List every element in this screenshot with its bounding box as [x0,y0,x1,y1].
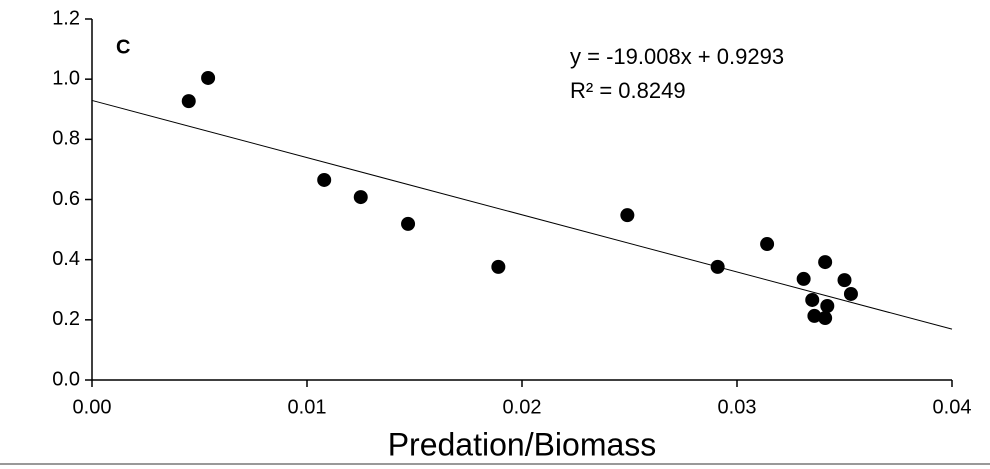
panel-label: C [116,36,130,58]
point [818,255,833,270]
y-tick-label: 0.6 [52,188,80,210]
point [837,273,852,288]
point [807,308,822,323]
y-tick-label: 1.0 [52,67,80,89]
point [401,216,416,231]
point [353,190,368,205]
x-tick-label: 0.02 [503,396,542,418]
point [201,70,216,85]
y-tick-label: 1.2 [52,7,80,29]
point [820,298,835,313]
y-tick-label: 0.2 [52,308,80,330]
point [710,259,725,274]
y-tick-label: 0.8 [52,128,80,150]
point [760,237,775,252]
point [843,286,858,301]
point [805,292,820,307]
point [620,208,635,223]
y-tick-label: 0.4 [52,248,80,270]
x-tick-label: 0.04 [933,396,972,418]
x-axis-label: Predation/Biomass [388,426,657,462]
x-tick-label: 0.00 [73,396,112,418]
point [317,172,332,187]
x-tick-label: 0.01 [288,396,327,418]
point [491,259,506,274]
trend-line [91,99,953,330]
x-tick-label: 0.03 [718,396,757,418]
point [796,271,811,286]
y-tick-label: 0.0 [52,368,80,390]
point [818,311,833,326]
point [181,94,196,109]
trend-equation: y = -19.008x + 0.9293 [570,44,784,69]
r-squared: R² = 0.8249 [570,78,686,103]
